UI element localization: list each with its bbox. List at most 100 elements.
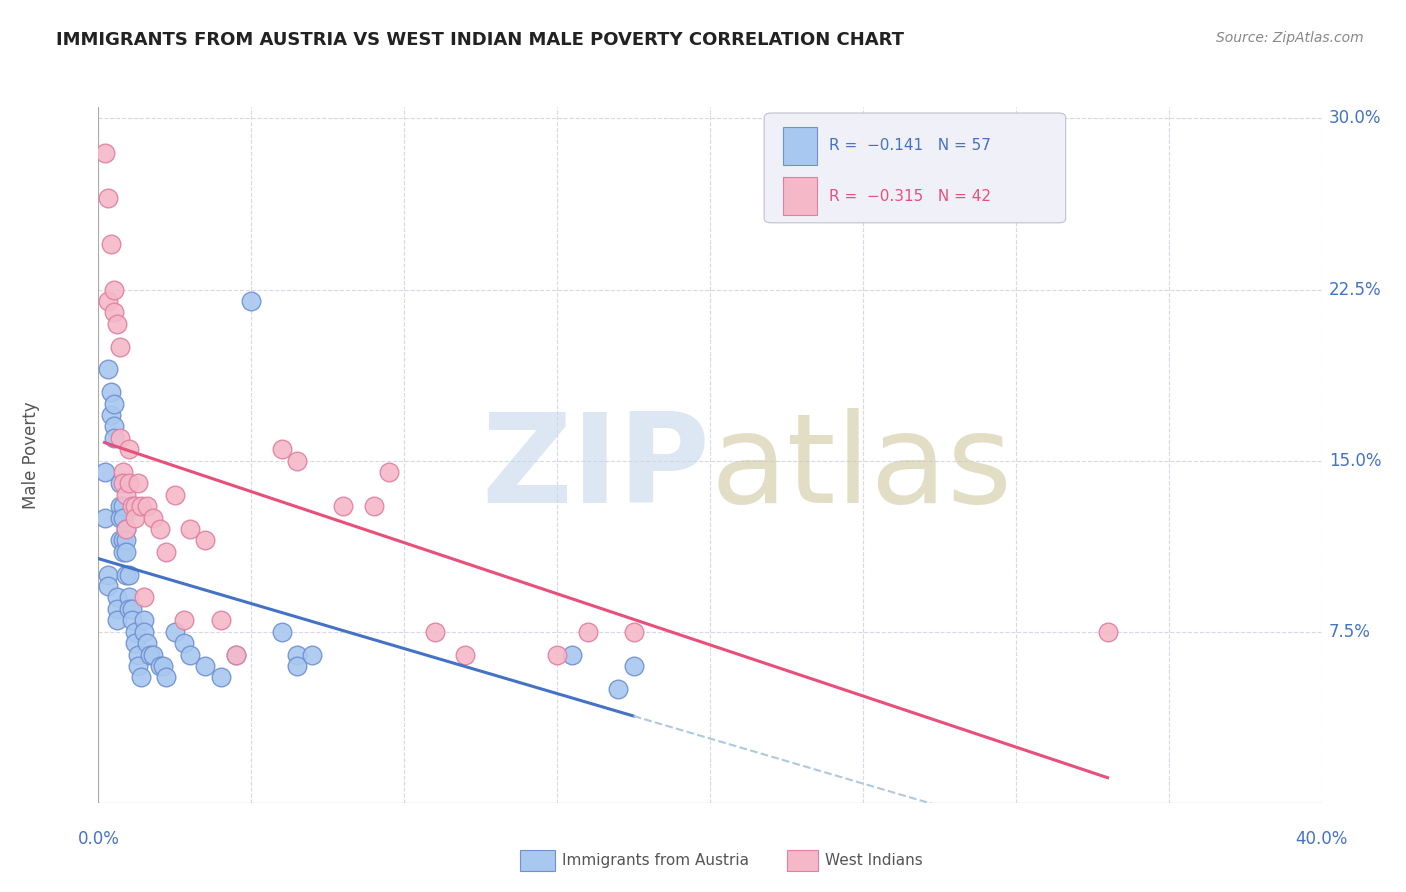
Point <box>134 624 156 639</box>
Point <box>111 476 134 491</box>
Point <box>209 613 232 627</box>
Point <box>103 283 125 297</box>
Point <box>118 591 141 605</box>
Text: 0.0%: 0.0% <box>77 830 120 847</box>
Point <box>100 408 122 422</box>
Point <box>546 648 568 662</box>
Point <box>561 648 583 662</box>
Point <box>607 681 630 696</box>
Point <box>129 500 152 514</box>
Point <box>136 500 159 514</box>
Point <box>108 533 131 548</box>
Point <box>118 476 141 491</box>
Point <box>108 510 131 524</box>
Point <box>118 442 141 457</box>
Point <box>97 579 120 593</box>
Point <box>301 648 323 662</box>
Point <box>285 453 308 467</box>
Point <box>124 624 146 639</box>
Point <box>97 567 120 582</box>
Point <box>127 659 149 673</box>
Point <box>103 396 125 410</box>
Point <box>363 500 385 514</box>
Point <box>108 431 131 445</box>
Text: atlas: atlas <box>710 409 1012 529</box>
Point <box>115 567 138 582</box>
Text: 7.5%: 7.5% <box>1329 623 1371 640</box>
Point <box>93 510 115 524</box>
Point <box>115 545 138 559</box>
Point <box>93 465 115 479</box>
Point <box>155 545 177 559</box>
Point <box>270 442 292 457</box>
Point <box>105 317 128 331</box>
Text: 22.5%: 22.5% <box>1329 281 1381 299</box>
Point <box>270 624 292 639</box>
Point <box>129 670 152 684</box>
Text: IMMIGRANTS FROM AUSTRIA VS WEST INDIAN MALE POVERTY CORRELATION CHART: IMMIGRANTS FROM AUSTRIA VS WEST INDIAN M… <box>56 31 904 49</box>
Point <box>225 648 247 662</box>
Point <box>173 613 195 627</box>
Point <box>163 488 186 502</box>
Point <box>149 659 172 673</box>
Point <box>111 465 134 479</box>
Point <box>209 670 232 684</box>
Point <box>423 624 446 639</box>
Point <box>194 533 217 548</box>
Text: R =  −0.141   N = 57: R = −0.141 N = 57 <box>828 138 991 153</box>
Point <box>142 648 165 662</box>
Point <box>118 567 141 582</box>
Point <box>623 659 645 673</box>
Point <box>623 624 645 639</box>
Point <box>115 522 138 536</box>
Point <box>97 293 120 308</box>
Point <box>108 500 131 514</box>
Point <box>115 522 138 536</box>
Point <box>127 648 149 662</box>
Point <box>136 636 159 650</box>
Point <box>152 659 174 673</box>
Point <box>103 305 125 319</box>
Point <box>105 613 128 627</box>
Point <box>576 624 599 639</box>
Point <box>100 385 122 400</box>
Point <box>240 293 263 308</box>
Point <box>179 522 201 536</box>
Point <box>285 659 308 673</box>
Point <box>105 591 128 605</box>
Point <box>115 488 138 502</box>
Point <box>97 362 120 376</box>
Point <box>139 648 162 662</box>
Point <box>93 145 115 160</box>
Text: 30.0%: 30.0% <box>1329 110 1381 128</box>
Point <box>124 500 146 514</box>
Point <box>332 500 354 514</box>
Point <box>149 522 172 536</box>
Point <box>134 613 156 627</box>
Point <box>111 500 134 514</box>
Point <box>454 648 477 662</box>
Point <box>127 476 149 491</box>
Point <box>225 648 247 662</box>
Point <box>100 236 122 251</box>
Point <box>142 510 165 524</box>
Point <box>163 624 186 639</box>
Text: Source: ZipAtlas.com: Source: ZipAtlas.com <box>1216 31 1364 45</box>
Point <box>134 591 156 605</box>
Point <box>173 636 195 650</box>
Text: West Indians: West Indians <box>825 854 924 868</box>
Point <box>121 602 143 616</box>
Point <box>124 510 146 524</box>
Point <box>111 533 134 548</box>
Point <box>121 613 143 627</box>
Point <box>121 500 143 514</box>
Text: ZIP: ZIP <box>481 409 710 529</box>
Point <box>108 476 131 491</box>
Text: Immigrants from Austria: Immigrants from Austria <box>562 854 749 868</box>
Point <box>179 648 201 662</box>
Point <box>103 431 125 445</box>
Point <box>1097 624 1119 639</box>
Text: Male Poverty: Male Poverty <box>22 401 39 508</box>
Point <box>285 648 308 662</box>
Text: 15.0%: 15.0% <box>1329 451 1381 469</box>
